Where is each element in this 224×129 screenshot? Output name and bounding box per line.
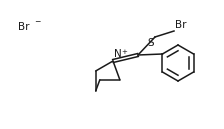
Text: +: + [121, 49, 127, 55]
Text: Br: Br [18, 22, 30, 32]
Text: Br: Br [175, 20, 187, 30]
Text: N: N [114, 49, 122, 59]
Text: S: S [147, 38, 154, 48]
Text: −: − [34, 18, 40, 26]
